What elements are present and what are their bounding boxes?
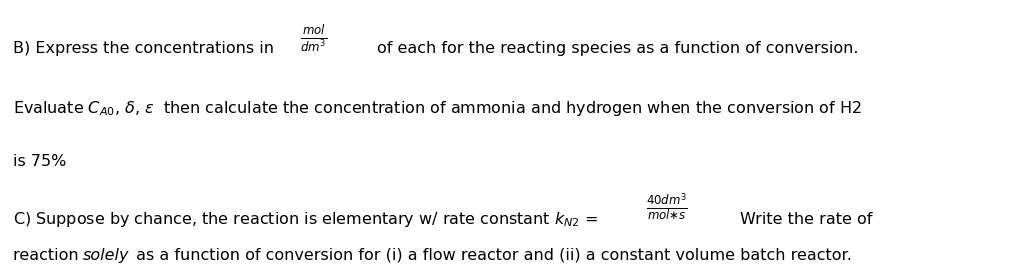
Text: solely: solely bbox=[83, 248, 130, 263]
Text: as a function of conversion for (i) a flow reactor and (ii) a constant volume ba: as a function of conversion for (i) a fl… bbox=[131, 248, 852, 263]
Text: reaction: reaction bbox=[13, 248, 84, 263]
Text: $\frac{40dm^3}{mol{\ast}s}$: $\frac{40dm^3}{mol{\ast}s}$ bbox=[646, 192, 687, 223]
Text: Evaluate $C_{A0}$, $\delta$, $\varepsilon$  then calculate the concentration of : Evaluate $C_{A0}$, $\delta$, $\varepsilo… bbox=[13, 99, 862, 118]
Text: C) Suppose by chance, the reaction is elementary w/ rate constant $k_{N2}$ =: C) Suppose by chance, the reaction is el… bbox=[13, 210, 598, 229]
Text: $\frac{mol}{dm^3}$: $\frac{mol}{dm^3}$ bbox=[300, 23, 328, 54]
Text: Write the rate of: Write the rate of bbox=[740, 212, 873, 227]
Text: B) Express the concentrations in: B) Express the concentrations in bbox=[13, 41, 274, 56]
Text: is 75%: is 75% bbox=[13, 154, 67, 169]
Text: of each for the reacting species as a function of conversion.: of each for the reacting species as a fu… bbox=[377, 41, 859, 56]
